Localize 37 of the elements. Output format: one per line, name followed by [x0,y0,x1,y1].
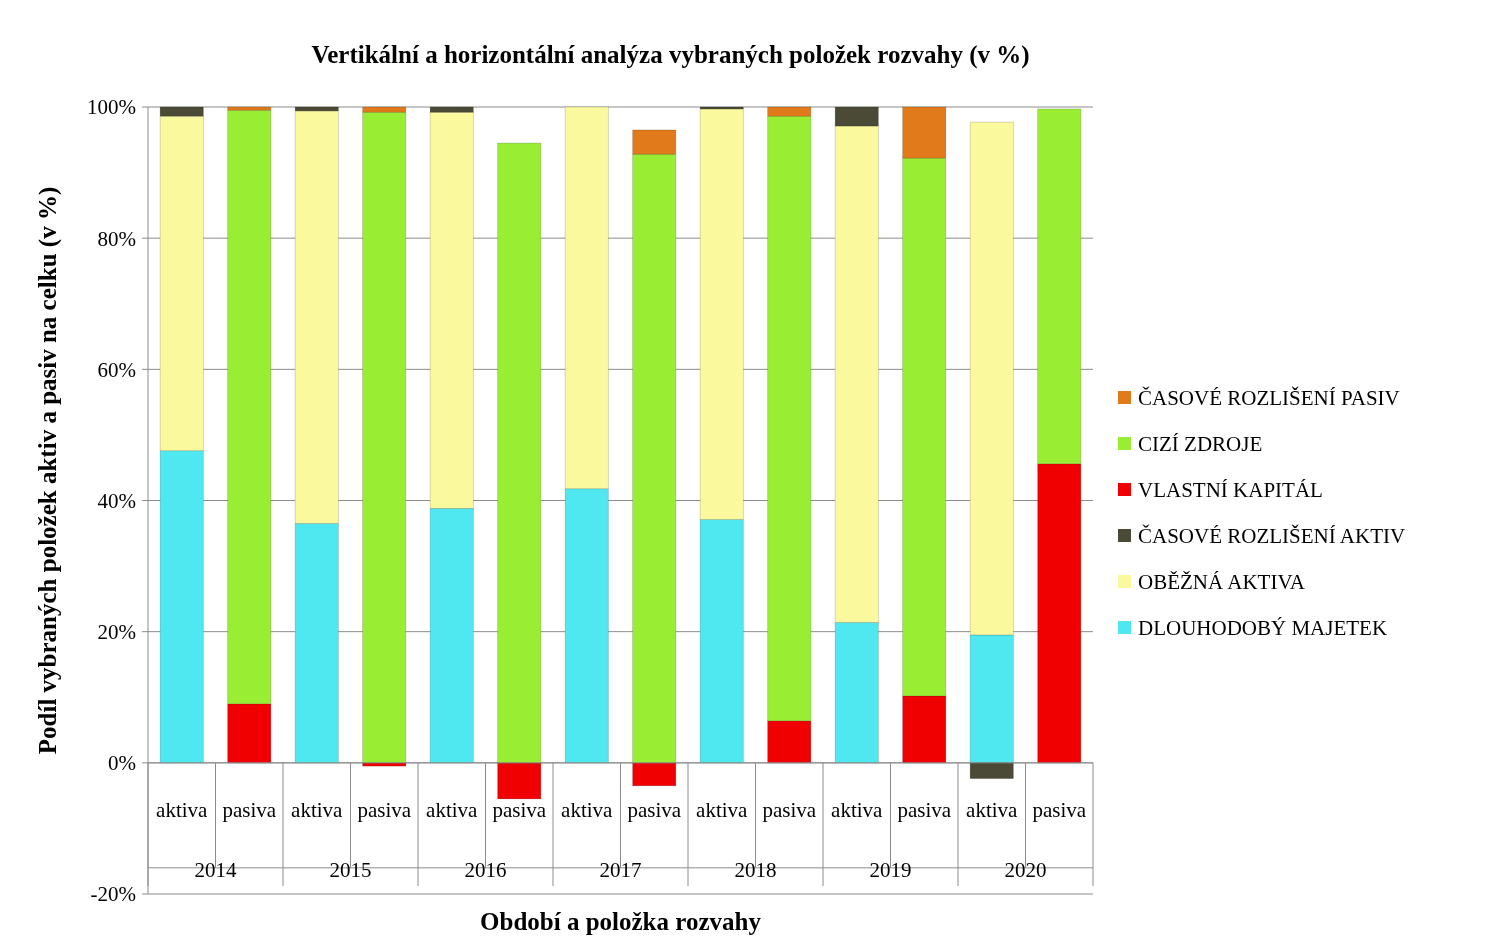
annotation: 2016 [464,857,507,882]
legend-label: ČASOVÉ ROZLIŠENÍ AKTIV [1138,524,1406,549]
x-tick-label: aktiva [966,797,1019,822]
annotation: 2017 [599,857,642,882]
legend-label: OBĚŽNÁ AKTIVA [1138,570,1306,595]
x-tick-label: pasiva [222,797,277,822]
x-tick-label: pasiva [762,797,817,822]
y-tick-label: 40% [97,488,136,513]
x-tick-label: aktiva [831,797,884,822]
legend-label: ČASOVÉ ROZLIŠENÍ PASIV [1138,386,1400,411]
y-tick-label: 100% [87,95,136,120]
y-tick-label: 60% [97,357,136,382]
legend-label: DLOUHODOBÝ MAJETEK [1138,616,1388,641]
y-tick-label: 80% [97,226,136,251]
chart-title: Vertikální a horizontální analýza vybraných položek rozvahy (v %) [311,41,1030,69]
x-tick-label: aktiva [696,797,749,822]
x-tick-label: pasiva [897,797,952,822]
annotation: 2018 [734,857,777,882]
y-axis-title: Podíl vybraných položek aktiv a pasiv na celku (v %) [34,186,62,755]
x-tick-label: aktiva [426,797,479,822]
x-tick-label: pasiva [627,797,682,822]
y-tick-label: 20% [97,620,136,645]
x-axis-title: Období a položka rozvahy [480,908,762,935]
legend-label: CIZÍ ZDROJE [1138,432,1263,457]
x-tick-label: aktiva [291,797,344,822]
x-tick-label: pasiva [1032,797,1087,822]
annotation: 2020 [1004,857,1047,882]
x-tick-label: pasiva [357,797,412,822]
annotation: 2015 [329,857,372,882]
y-tick-label: -20% [90,882,136,907]
x-tick-label: aktiva [561,797,614,822]
annotation: 2014 [194,857,237,882]
annotation: 2019 [869,857,912,882]
x-tick-label: pasiva [492,797,547,822]
legend-label: VLASTNÍ KAPITÁL [1138,478,1323,503]
x-tick-label: aktiva [156,797,209,822]
y-tick-label: 0% [108,751,136,776]
